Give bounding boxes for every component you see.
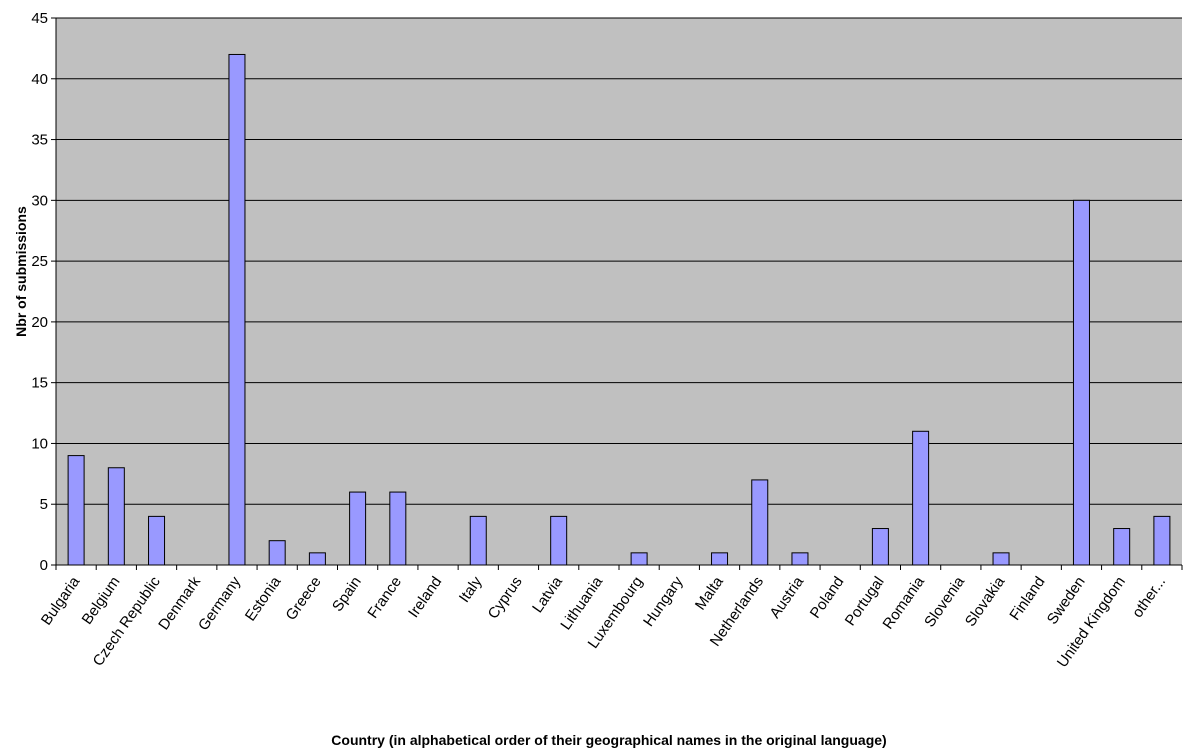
y-tick-label: 45 xyxy=(31,10,48,27)
bar-estonia xyxy=(268,540,286,566)
bar-united-kingdom xyxy=(1113,528,1131,566)
bar-italy xyxy=(469,515,487,566)
x-tick-label: Bulgaria xyxy=(38,573,84,628)
x-tick-label: Latvia xyxy=(529,573,566,616)
x-tick-label: Romania xyxy=(880,573,929,632)
y-tick-label: 5 xyxy=(40,496,48,513)
x-tick-label: Malta xyxy=(692,573,727,613)
bar-austria xyxy=(791,552,809,566)
bar-bulgaria xyxy=(67,455,85,566)
x-tick-label: Slovenia xyxy=(921,573,968,630)
y-axis-ticks: 0 5 10 15 20 25 30 35 40 45 xyxy=(31,10,56,574)
y-tick-label: 20 xyxy=(31,314,48,331)
x-tick-label: Austria xyxy=(767,573,808,622)
bar-portugal xyxy=(871,528,889,566)
y-tick-label: 10 xyxy=(31,435,48,452)
y-tick-label: 0 xyxy=(40,557,48,574)
x-tick-label: Hungary xyxy=(640,573,687,630)
bar-france xyxy=(389,491,407,566)
x-tick-label: Slovakia xyxy=(962,573,1009,630)
bar-sweden xyxy=(1072,199,1090,566)
y-axis-title: Nbr of submissions xyxy=(13,206,29,337)
bar-malta xyxy=(711,552,729,566)
x-tick-label: Spain xyxy=(329,574,365,615)
x-tick-label: Italy xyxy=(456,573,486,606)
bar-belgium xyxy=(107,467,125,566)
bar-czech-republic xyxy=(148,515,166,566)
x-axis-title: Country (in alphabetical order of their … xyxy=(331,732,886,748)
x-tick-label: Ireland xyxy=(405,574,445,621)
bar-spain xyxy=(349,491,367,566)
x-tick-label: Poland xyxy=(807,574,848,622)
bar-luxembourg xyxy=(630,552,648,566)
x-tick-label: Greece xyxy=(283,574,325,624)
x-tick-label: Finland xyxy=(1006,574,1048,624)
bar-romania xyxy=(912,430,930,566)
bar-germany xyxy=(228,53,246,566)
x-tick-label: France xyxy=(364,574,405,622)
y-tick-label: 35 xyxy=(31,132,48,149)
bar-greece xyxy=(308,552,326,566)
plot-area xyxy=(56,18,1182,565)
bar-latvia xyxy=(550,515,568,566)
x-tick-label: other... xyxy=(1129,574,1169,621)
y-tick-label: 15 xyxy=(31,375,48,392)
bars xyxy=(67,53,1171,566)
bar-other xyxy=(1153,515,1171,566)
y-tick-label: 40 xyxy=(31,71,48,88)
y-tick-label: 25 xyxy=(31,253,48,270)
y-tick-label: 30 xyxy=(31,192,48,209)
x-tick-label: Estonia xyxy=(242,573,285,624)
bar-netherlands xyxy=(751,479,769,566)
x-tick-label: Cyprus xyxy=(485,574,526,623)
bar-slovakia xyxy=(992,552,1010,566)
